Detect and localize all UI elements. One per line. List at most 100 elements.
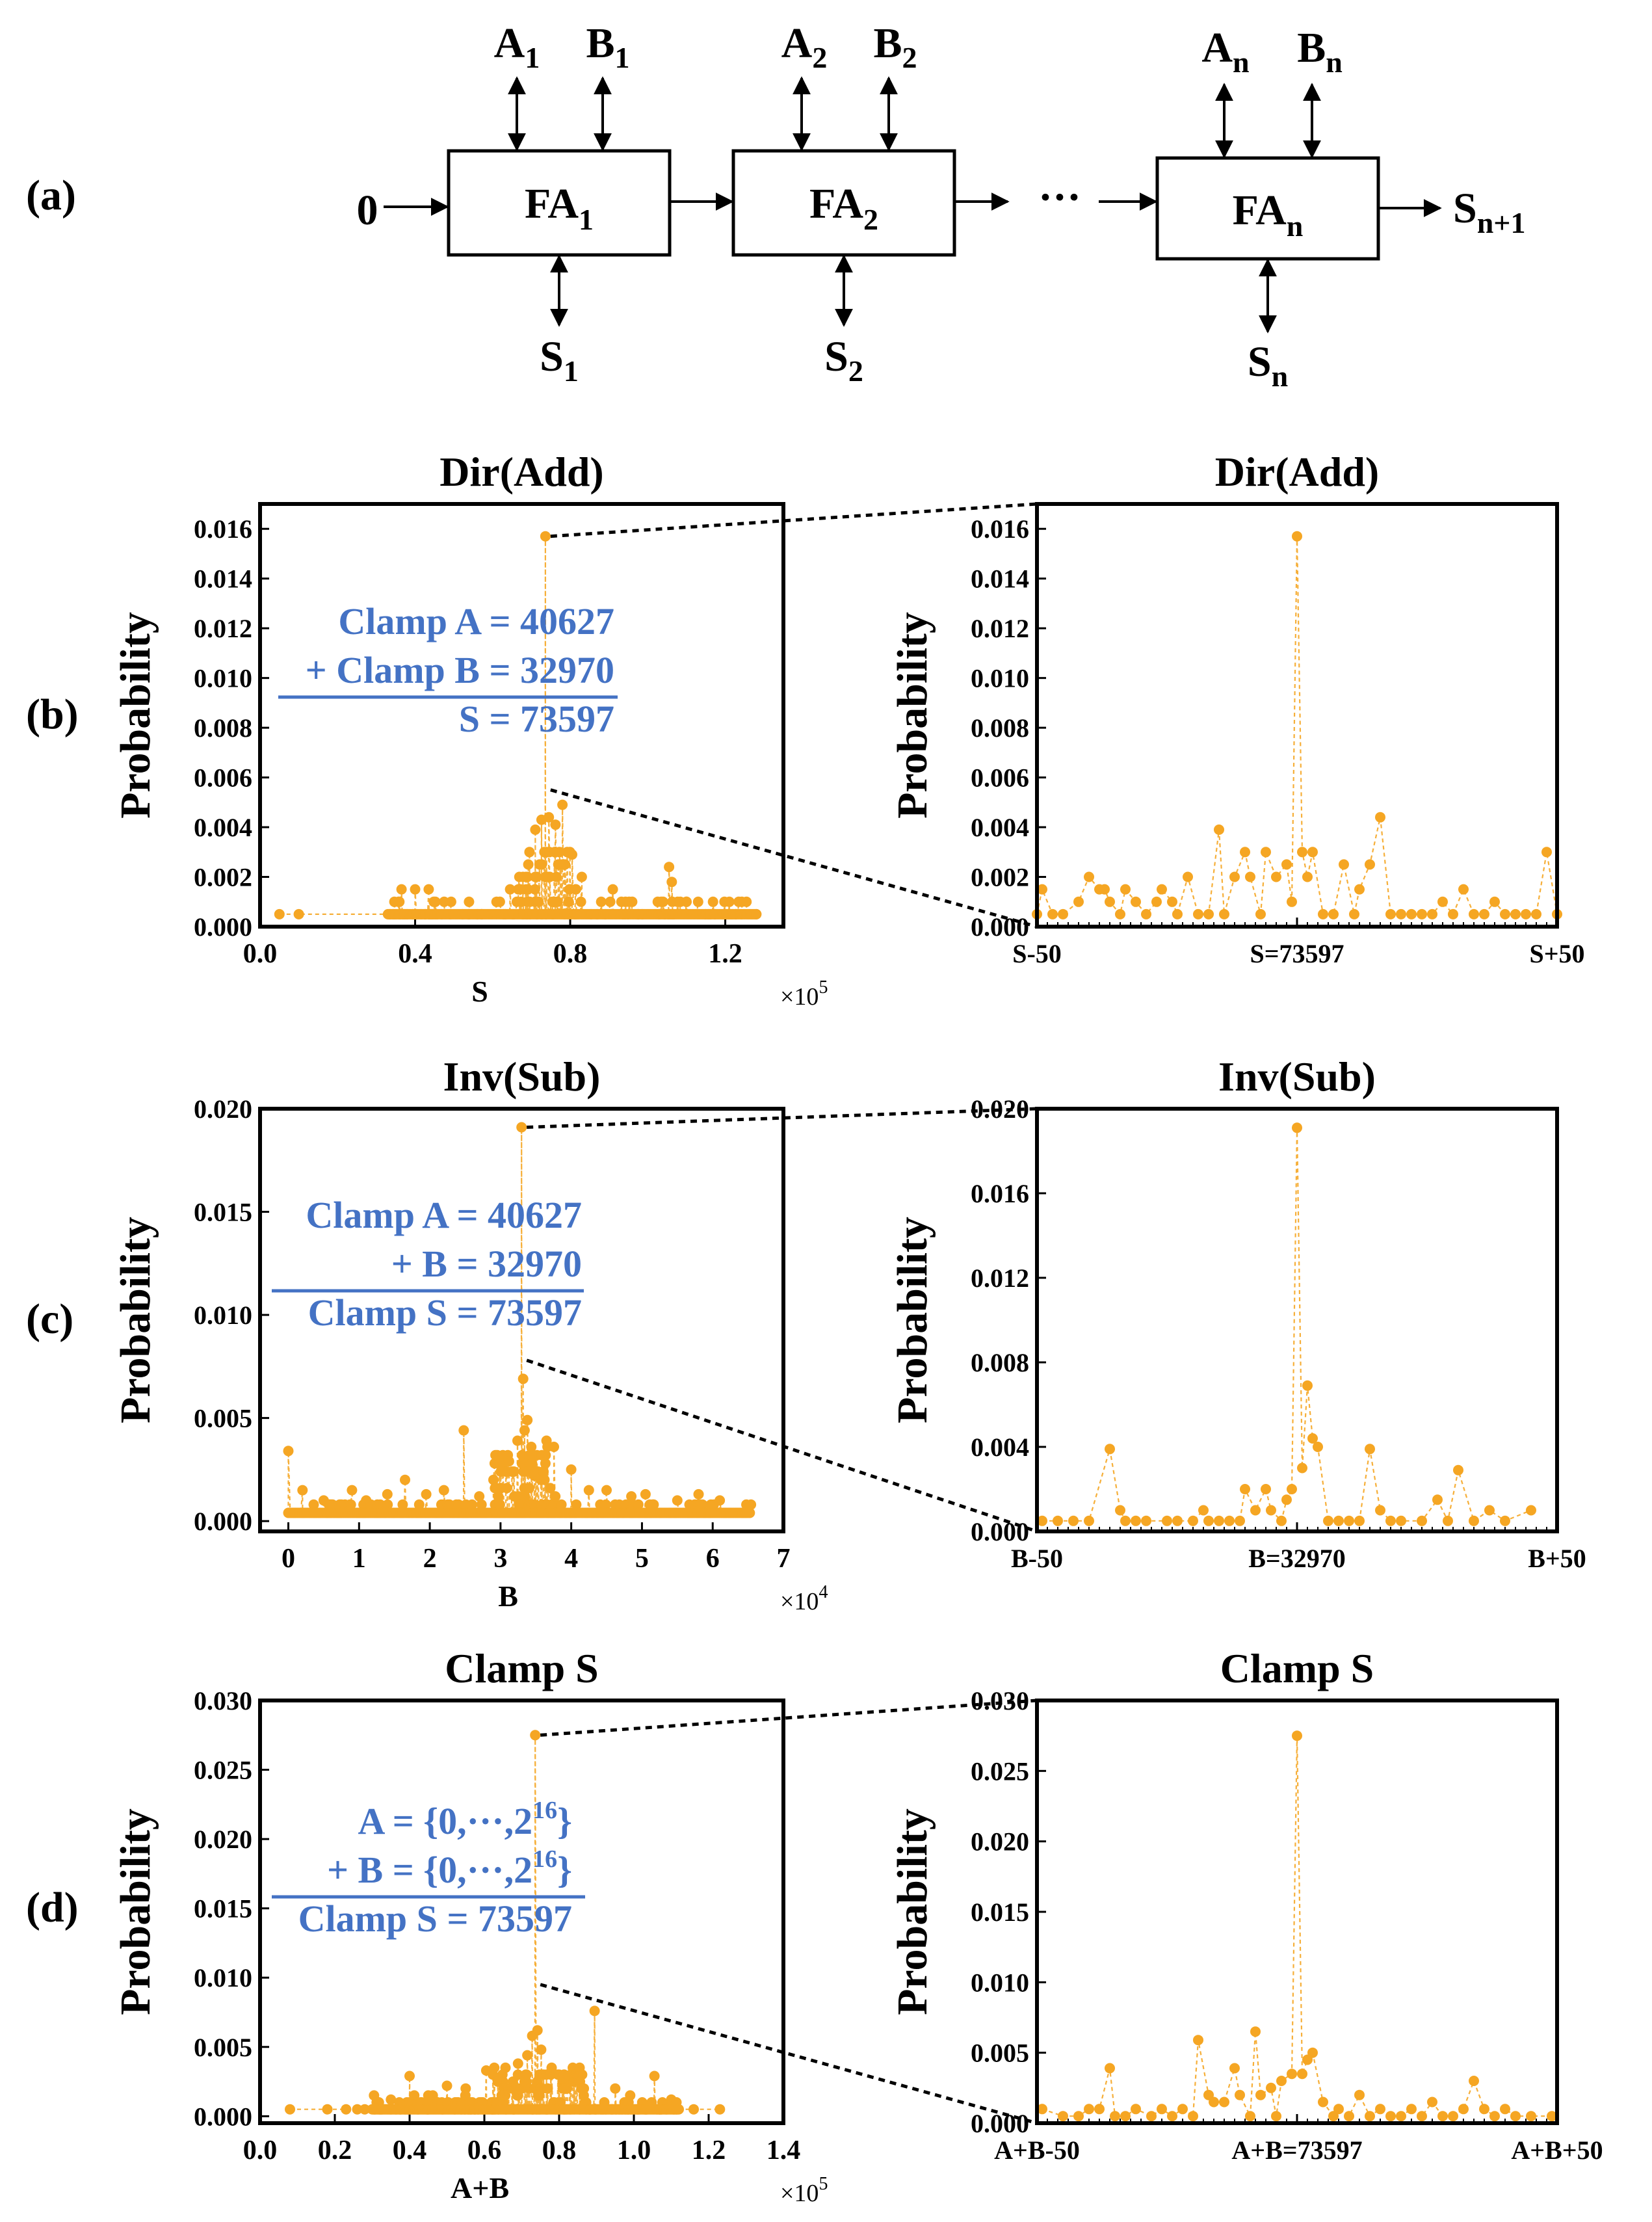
y-tick-label: 0.012 [194, 614, 252, 643]
data-point [1406, 2104, 1417, 2115]
y-tick-label: 0.010 [971, 1968, 1029, 1997]
y-tick-label: 0.000 [194, 2102, 252, 2131]
data-point [1287, 896, 1297, 907]
x-tick-label: 1 [352, 1544, 366, 1574]
data-point [1479, 2104, 1489, 2115]
data-point [1073, 896, 1084, 907]
data-point [345, 1499, 356, 1510]
data-point [430, 896, 441, 907]
chart-title: Clamp S [1220, 1645, 1374, 1691]
data-point [533, 896, 544, 907]
x-tick-label: S=73597 [1250, 939, 1344, 968]
data-point [1250, 1505, 1261, 1516]
y-tick-label: 0.020 [194, 1825, 252, 1854]
data-point [1151, 896, 1162, 907]
data-point [1427, 2096, 1437, 2108]
data-point [285, 2104, 295, 2115]
data-point [1354, 884, 1365, 895]
data-point [1396, 1515, 1406, 1526]
data-point [557, 799, 568, 810]
data-point [293, 908, 304, 919]
data-point [552, 896, 563, 907]
data-point [540, 1449, 551, 1461]
data-point [1131, 896, 1141, 907]
data-point [540, 1458, 551, 1469]
data-point [352, 2104, 363, 2115]
sum-annotation: Clamp A = 40627 + Clamp B = 32970 S = 7359… [278, 600, 618, 740]
data-point [413, 1499, 425, 1510]
data-point [1229, 871, 1240, 882]
x-tick-label: 0.6 [467, 2136, 502, 2165]
y-tick-label: 0.008 [194, 713, 252, 743]
data-point [1302, 871, 1313, 882]
data-point [1084, 1515, 1094, 1526]
data-point [1385, 2111, 1396, 2122]
data-point [596, 896, 607, 907]
y-tick-label: 0.005 [194, 2033, 252, 2062]
data-point [494, 1499, 505, 1510]
y-tick-label: 0.000 [971, 912, 1029, 942]
data-point [518, 1373, 529, 1384]
data-point [1261, 1484, 1271, 1494]
data-point [674, 2104, 684, 2115]
data-point [488, 1474, 499, 1485]
data-point [1307, 847, 1318, 858]
y-tick-label: 0.000 [194, 1507, 252, 1536]
data-point [1385, 1515, 1396, 1526]
data-point [1229, 2063, 1240, 2074]
data-point [458, 1425, 469, 1436]
y-tick-label: 0.004 [971, 813, 1029, 842]
data-point [1235, 1515, 1245, 1526]
data-point [397, 1499, 408, 1510]
data-point [516, 1499, 527, 1510]
data-point [489, 2062, 500, 2073]
x-tick-label: B=32970 [1248, 1544, 1345, 1573]
data-point [1037, 2104, 1047, 2115]
data-point [544, 812, 555, 823]
data-point [707, 896, 718, 907]
data-point [1203, 1515, 1214, 1526]
data-point [1500, 1515, 1510, 1526]
x-tick-label: 1.2 [708, 939, 742, 969]
data-point [1500, 908, 1510, 919]
data-point [1177, 2104, 1188, 2115]
data-point [500, 2062, 511, 2073]
data-point [693, 1488, 704, 1500]
data-point [400, 1474, 410, 1485]
data-point [640, 1488, 651, 1500]
data-point [550, 819, 561, 830]
data-point [1281, 859, 1292, 870]
data-point [1302, 1380, 1313, 1391]
data-point [529, 1499, 540, 1510]
data-point [1245, 2111, 1255, 2122]
data-point [410, 884, 421, 895]
data-point [1521, 908, 1531, 919]
data-point [1510, 908, 1521, 919]
data-point [308, 1499, 319, 1510]
data-point [1469, 1515, 1479, 1526]
y-axis-label: Probability [889, 612, 936, 819]
data-point [1172, 908, 1183, 919]
y-tick-label: 0.005 [971, 2039, 1029, 2068]
data-point [1531, 908, 1541, 919]
data-point [1214, 824, 1224, 835]
y-tick-label: 0.020 [971, 1827, 1029, 1857]
data-point [1198, 1505, 1209, 1516]
data-point [1344, 2111, 1354, 2122]
charts: Dir(Add)Probability0.0000.0020.0040.0060… [112, 449, 1603, 2207]
annotation-line: Clamp A = 40627 [338, 600, 614, 642]
data-point [1250, 2026, 1261, 2037]
x-tick-label: 0.8 [553, 939, 588, 969]
data-point [681, 896, 692, 907]
x-tick-label: 0.0 [243, 939, 278, 969]
data-point [1084, 871, 1094, 882]
data-point [1073, 2111, 1084, 2122]
y-tick-label: 0.012 [971, 1263, 1029, 1293]
data-point [382, 1499, 393, 1510]
x-tick-label: 0.0 [243, 2136, 278, 2165]
data-point [1318, 2096, 1328, 2108]
data-point [1479, 908, 1489, 919]
data-point [1276, 2076, 1287, 2086]
x-multiplier: ×105 [780, 2174, 828, 2207]
x-tick-label: B-50 [1011, 1544, 1063, 1573]
